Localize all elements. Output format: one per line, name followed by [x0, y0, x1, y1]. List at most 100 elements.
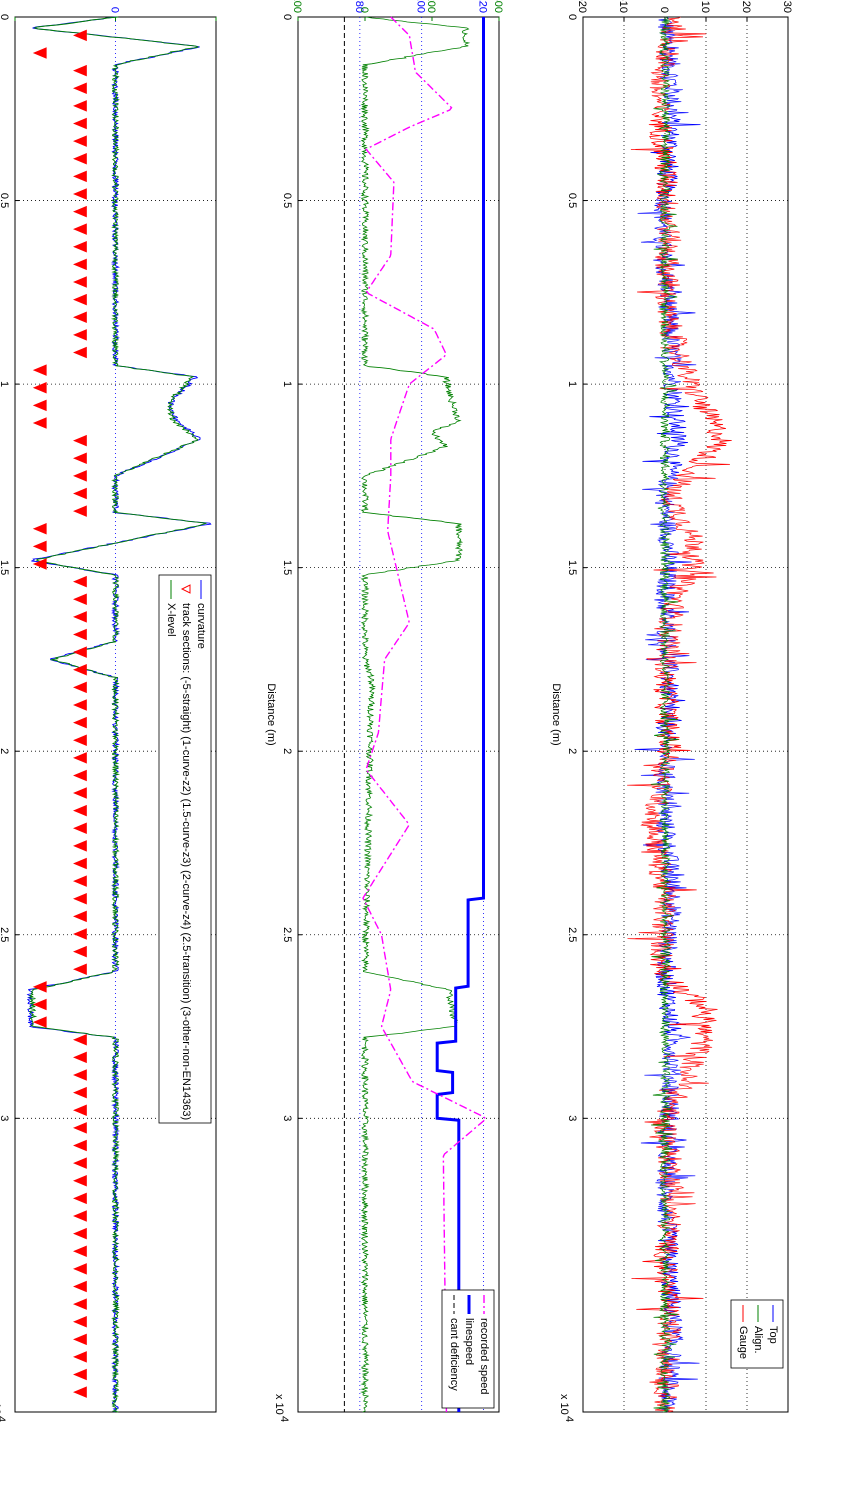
track-section-marker — [73, 840, 87, 852]
y-tick-label: 0 — [109, 7, 121, 13]
track-section-marker — [73, 875, 87, 887]
track-section-marker — [73, 1315, 87, 1328]
legend-entry: curvature — [195, 603, 207, 649]
track-section-marker — [32, 981, 47, 993]
track-section-marker — [73, 152, 87, 165]
plot-frame — [297, 16, 500, 1413]
track-section-marker — [73, 1227, 87, 1240]
y2-tick-label: -200 — [291, 0, 303, 13]
x-tick-label: 1 — [566, 381, 578, 387]
x-axis-label: Distance (m) — [265, 683, 277, 745]
track-section-marker — [73, 752, 87, 764]
y-tick-label: 30 — [781, 1, 793, 13]
legend-swatch — [180, 584, 191, 594]
track-section-marker — [73, 329, 87, 341]
x-exponent-superscript: 4 — [278, 1416, 290, 1422]
plot-frame — [582, 16, 789, 1413]
track-section-marker — [73, 787, 87, 799]
track-section-marker — [73, 346, 87, 359]
track-section-marker — [73, 1192, 87, 1205]
track-section-marker — [73, 82, 87, 94]
track-section-marker — [73, 575, 87, 588]
legend-entry: linespeed — [463, 1318, 475, 1365]
y-tick-label: 20 — [740, 1, 752, 13]
track-section-marker — [73, 100, 87, 112]
track-section-marker — [73, 716, 87, 729]
x-tick-label: 0.5 — [566, 193, 578, 208]
track-section-marker — [73, 1245, 87, 1257]
x-tick-label: 0.5 — [0, 193, 10, 208]
track-section-marker — [32, 998, 47, 1011]
track-section-marker — [73, 452, 87, 465]
series-line-align — [650, 16, 679, 1413]
track-section-marker — [32, 558, 47, 570]
x-tick-label: 1.5 — [566, 560, 578, 575]
legend-entry: Top — [767, 1326, 779, 1344]
track-section-marker — [73, 117, 87, 130]
track-section-marker — [73, 1069, 87, 1081]
track-section-marker — [32, 417, 47, 429]
track-section-marker — [73, 1351, 87, 1363]
x-tick-label: 2.5 — [281, 927, 293, 942]
x-exponent-superscript: 4 — [563, 1416, 575, 1422]
track-section-marker — [73, 1086, 87, 1099]
track-section-marker — [73, 593, 87, 605]
track-section-marker — [73, 505, 87, 517]
x-tick-label: 3 — [281, 1115, 293, 1121]
legend-entry: Gauge — [737, 1326, 749, 1359]
track-section-marker — [73, 1104, 87, 1116]
series-line-xlevel — [28, 16, 207, 1413]
y-tick-label: -10 — [617, 0, 629, 13]
track-section-marker — [73, 822, 87, 835]
series-line-linespeed — [435, 17, 485, 1412]
track-section-marker — [73, 611, 87, 623]
track-section-marker — [73, 64, 87, 77]
y-tick-label: 10 — [699, 1, 711, 13]
track-section-marker — [73, 1139, 87, 1152]
x-tick-label: 1 — [0, 381, 10, 387]
y2-tick-label: 0 — [358, 7, 370, 13]
track-section-marker — [73, 681, 87, 694]
track-section-marker — [73, 804, 87, 817]
x-exponent-superscript: 4 — [0, 1416, 7, 1422]
y-tick-label: 120 — [477, 0, 489, 13]
y-tick-label: 80 — [353, 1, 365, 13]
series-line-gauge — [627, 16, 732, 1413]
track-section-marker — [73, 910, 87, 923]
track-section-marker — [73, 205, 87, 218]
track-section-marker — [32, 522, 47, 535]
x-tick-label: 0 — [281, 14, 293, 20]
track-section-marker — [73, 170, 87, 183]
track-section-marker — [73, 1386, 87, 1398]
track-section-marker — [73, 1051, 87, 1064]
x-tick-label: 2 — [566, 748, 578, 754]
track-section-marker — [73, 487, 87, 500]
legend-entry: cant deficiency — [448, 1318, 460, 1391]
series-line-xlevel — [360, 16, 471, 1413]
y-tick-label: 100 — [415, 0, 427, 13]
track-section-marker — [73, 434, 87, 447]
legend-entry: X-level — [165, 603, 177, 637]
track-section-marker — [73, 769, 87, 782]
panel-track-geometry: 0 0.5 1 1.5 2 2.5 3 x 104 Distance (m) 30 20 10 0 -10… — [550, 0, 793, 1422]
x-exponent-label: x 10 — [558, 1394, 570, 1415]
track-section-marker — [73, 188, 87, 200]
track-section-marker — [73, 311, 87, 324]
y-tick-label: 0 — [658, 7, 670, 13]
y2-tick-label: 200 — [425, 0, 437, 13]
track-section-marker — [73, 223, 87, 235]
track-section-marker — [73, 663, 87, 676]
track-section-marker — [32, 540, 47, 553]
track-section-marker — [73, 470, 87, 482]
track-section-marker — [73, 734, 87, 746]
x-exponent-label: x 10 — [273, 1394, 285, 1415]
track-section-marker — [32, 47, 47, 59]
track-section-marker — [73, 1157, 87, 1169]
track-section-marker — [32, 399, 47, 412]
track-section-marker — [73, 699, 87, 711]
x-tick-label: 3 — [566, 1115, 578, 1121]
track-section-marker — [73, 1368, 87, 1381]
